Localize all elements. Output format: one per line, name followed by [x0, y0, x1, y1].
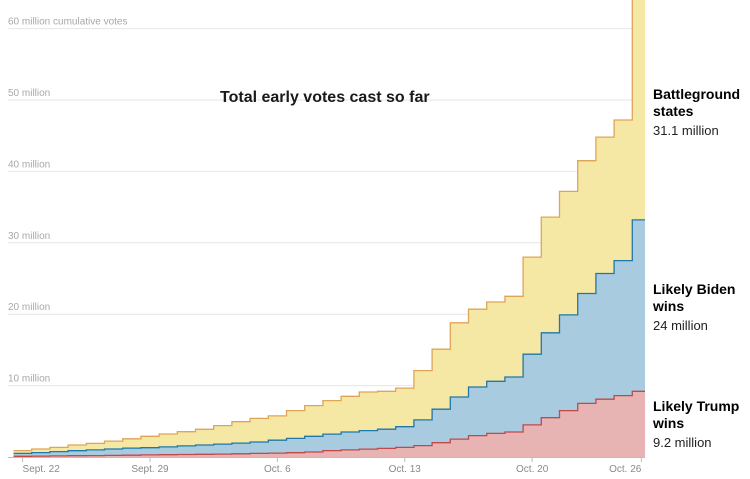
- line-layer: [13, 0, 645, 457]
- grid-layer: [8, 28, 645, 458]
- tick-layer: 10 million 20 million 30 million 40 million…: [8, 17, 642, 475]
- x-tick-label: Sept. 29: [131, 464, 169, 475]
- y-tick-label: 40 million: [8, 159, 50, 170]
- y-tick-label: 20 million: [8, 302, 50, 313]
- x-tick-label: Oct. 6: [264, 464, 291, 475]
- area-layer: [13, 0, 645, 457]
- area-battleground-states: [13, 0, 645, 454]
- line-likely-trump-wins: [13, 390, 645, 457]
- x-tick-label: Oct. 13: [389, 464, 422, 475]
- line-likely-biden-wins: [13, 219, 645, 455]
- y-tick-label: 60 million cumulative votes: [8, 17, 128, 28]
- x-tick-label: Oct. 20: [516, 464, 549, 475]
- y-tick-label: 50 million: [8, 88, 50, 99]
- x-tick-label: Sept. 22: [23, 464, 61, 475]
- y-tick-label: 10 million: [8, 374, 50, 385]
- legend-value-trump: 9.2 million: [653, 435, 712, 450]
- legend-label-biden: Likely Biden wins: [653, 281, 736, 314]
- chart-title: Total early votes cast so far: [220, 89, 430, 106]
- legend-label-battleground: Battleground states: [653, 86, 741, 119]
- legend-value-biden: 24 million: [653, 318, 708, 333]
- area-likely-biden-wins: [13, 219, 645, 457]
- area-likely-trump-wins: [13, 391, 645, 457]
- x-tick-label: Oct. 26: [609, 464, 642, 475]
- line-battleground-states: [13, 0, 633, 452]
- y-tick-label: 30 million: [8, 231, 50, 242]
- legend-value-battleground: 31.1 million: [653, 123, 719, 138]
- legend-label-trump: Likely Trump wins: [653, 398, 740, 431]
